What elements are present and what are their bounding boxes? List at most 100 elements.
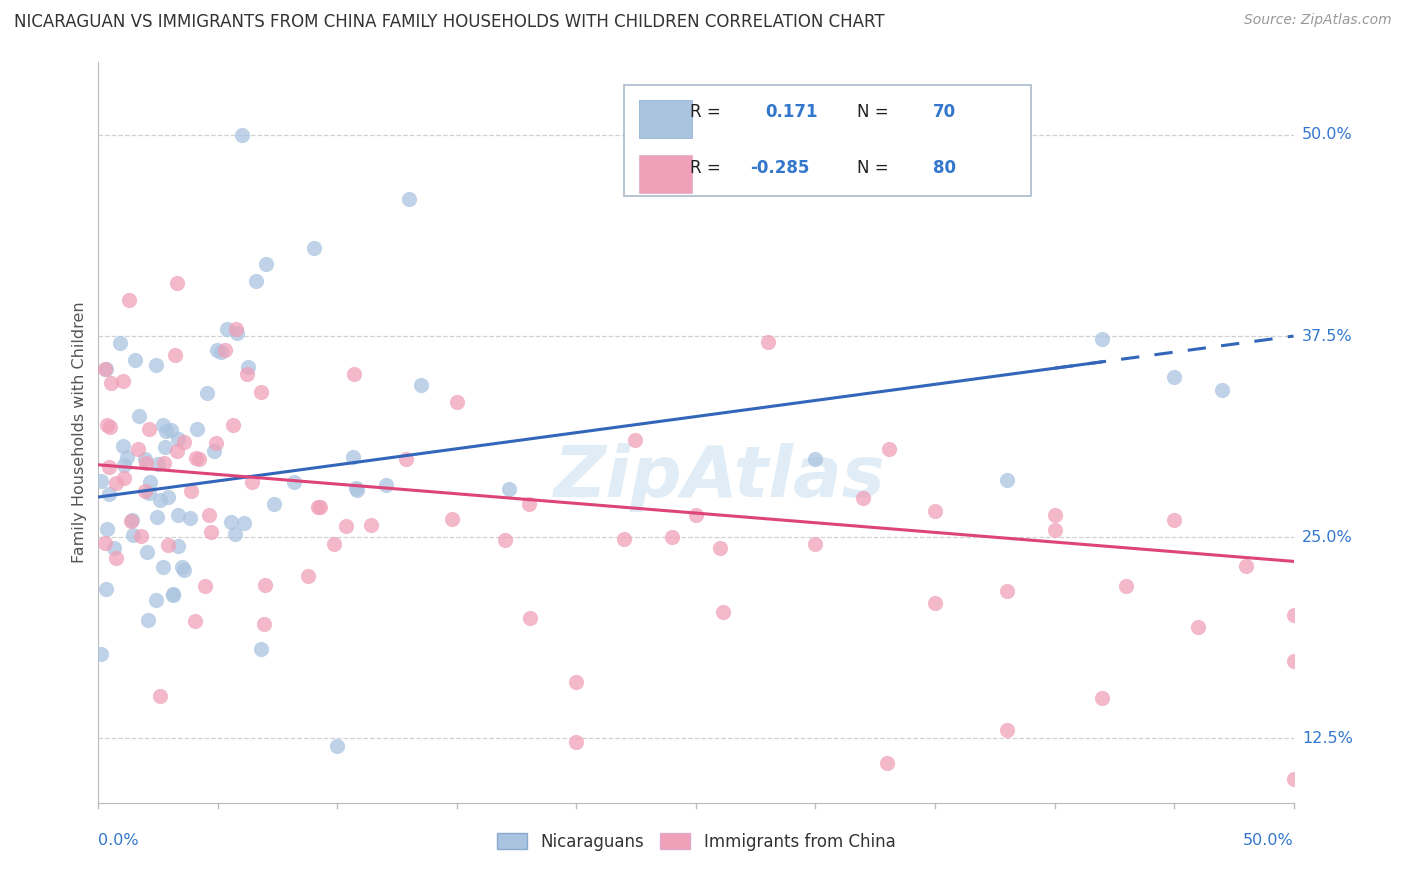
Point — [94, 362, 117, 376]
Point — [215, 322, 238, 336]
Point — [995, 723, 1018, 738]
Point — [1282, 608, 1305, 623]
Point — [1187, 620, 1209, 634]
Point — [100, 376, 122, 390]
Point — [138, 486, 160, 500]
Point — [1211, 383, 1233, 397]
Point — [924, 503, 946, 517]
Legend: Nicaraguans, Immigrants from China: Nicaraguans, Immigrants from China — [489, 826, 903, 857]
Text: -0.285: -0.285 — [749, 159, 808, 177]
Point — [323, 537, 346, 551]
Point — [344, 481, 367, 495]
Point — [254, 257, 277, 271]
FancyBboxPatch shape — [638, 155, 692, 193]
Point — [852, 491, 875, 506]
Point — [152, 418, 174, 433]
Point — [187, 451, 209, 466]
Point — [409, 378, 432, 392]
Point — [995, 583, 1018, 598]
Point — [214, 343, 236, 357]
Point — [112, 439, 135, 453]
Point — [221, 515, 243, 529]
Point — [173, 563, 195, 577]
Point — [167, 508, 190, 523]
Point — [446, 395, 468, 409]
Point — [209, 345, 232, 359]
Point — [342, 450, 364, 465]
Point — [1282, 772, 1305, 786]
Point — [236, 360, 259, 375]
Point — [94, 362, 117, 376]
Y-axis label: Family Households with Children: Family Households with Children — [72, 301, 87, 564]
Point — [90, 474, 112, 488]
Point — [163, 348, 186, 362]
Point — [97, 487, 120, 501]
Point — [112, 374, 135, 388]
Text: 50.0%: 50.0% — [1302, 128, 1353, 143]
Point — [876, 756, 898, 770]
Point — [128, 409, 150, 423]
Point — [711, 605, 734, 619]
Text: 50.0%: 50.0% — [1243, 833, 1294, 848]
Point — [160, 423, 183, 437]
Point — [136, 613, 159, 627]
Point — [145, 358, 167, 372]
Point — [225, 322, 247, 336]
Text: R =: R = — [690, 159, 725, 177]
Point — [231, 128, 253, 142]
Point — [195, 385, 218, 400]
Point — [517, 497, 540, 511]
Point — [105, 476, 128, 491]
Point — [283, 475, 305, 490]
Text: 0.171: 0.171 — [765, 103, 818, 121]
Point — [398, 192, 420, 206]
Point — [224, 526, 246, 541]
Point — [180, 484, 202, 499]
Point — [166, 276, 188, 290]
Point — [565, 675, 588, 690]
Point — [613, 532, 636, 546]
Text: N =: N = — [858, 103, 889, 121]
FancyBboxPatch shape — [624, 85, 1031, 195]
Point — [995, 473, 1018, 487]
Point — [120, 514, 142, 528]
Point — [200, 525, 222, 540]
Point — [202, 443, 225, 458]
Point — [100, 419, 122, 434]
Point — [302, 240, 325, 255]
Point — [115, 450, 138, 465]
Point — [145, 593, 167, 607]
Point — [624, 433, 647, 447]
Point — [924, 596, 946, 610]
Point — [186, 422, 208, 436]
Point — [124, 353, 146, 368]
Point — [297, 568, 319, 582]
Point — [129, 528, 152, 542]
Point — [94, 536, 117, 550]
Point — [877, 442, 900, 456]
Text: 70: 70 — [932, 103, 956, 121]
Text: 25.0%: 25.0% — [1302, 530, 1353, 545]
Point — [250, 642, 273, 657]
Text: 0.0%: 0.0% — [98, 833, 139, 848]
Point — [232, 516, 254, 530]
Point — [326, 739, 349, 754]
Point — [167, 432, 190, 446]
Point — [395, 452, 418, 467]
Point — [134, 484, 156, 499]
Point — [170, 560, 193, 574]
Point — [96, 522, 118, 536]
Point — [804, 537, 827, 551]
Point — [498, 483, 520, 497]
Point — [153, 456, 176, 470]
Point — [153, 440, 176, 454]
Point — [441, 512, 464, 526]
Point — [1043, 508, 1066, 522]
Point — [1163, 369, 1185, 384]
Point — [162, 587, 184, 601]
Point — [149, 492, 172, 507]
Point — [1234, 559, 1257, 574]
Point — [263, 497, 285, 511]
Point — [204, 436, 226, 450]
Point — [1163, 513, 1185, 527]
